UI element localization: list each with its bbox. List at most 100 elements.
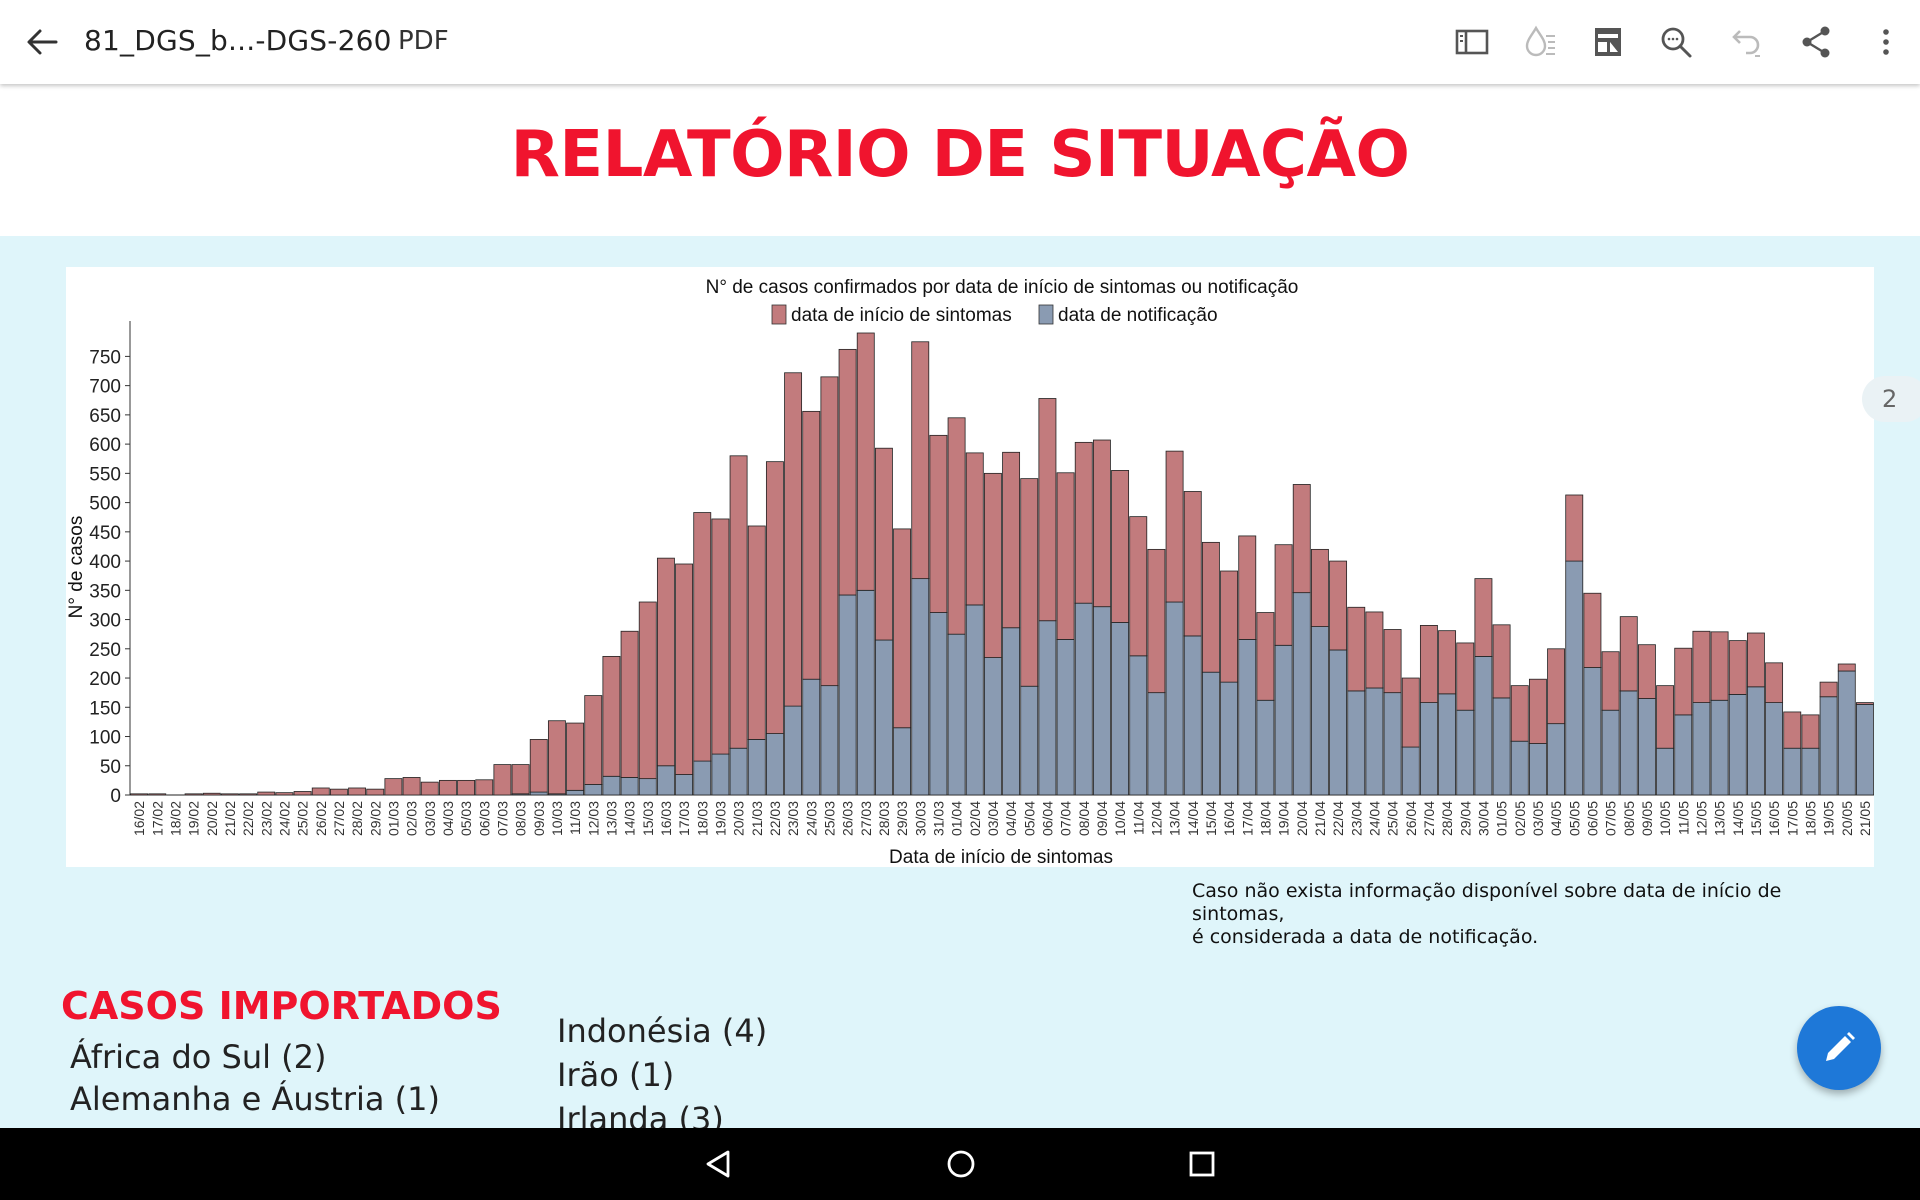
bar-notification bbox=[1855, 703, 1874, 796]
x-tick-label: 03/04 bbox=[985, 801, 1001, 836]
bar-symptoms bbox=[965, 452, 984, 606]
x-tick-label: 16/03 bbox=[658, 801, 674, 836]
x-tick-label: 20/05 bbox=[1839, 801, 1855, 836]
x-tick-label: 20/03 bbox=[731, 801, 747, 836]
bar-notification bbox=[675, 774, 694, 796]
x-tick-label: 25/04 bbox=[1385, 801, 1401, 836]
bar-notification bbox=[1601, 709, 1620, 796]
bar-symptoms bbox=[348, 787, 367, 796]
x-tick-label: 04/04 bbox=[1003, 801, 1019, 836]
bar-symptoms bbox=[1401, 677, 1420, 748]
bar-symptoms bbox=[1619, 616, 1638, 692]
imported-country-item: Irão (1) bbox=[557, 1056, 675, 1094]
bar-notification bbox=[729, 747, 748, 796]
bar-notification bbox=[1183, 635, 1202, 796]
bar-notification bbox=[693, 760, 712, 796]
edit-fab-button[interactable] bbox=[1797, 1006, 1881, 1090]
back-arrow-icon[interactable] bbox=[20, 20, 64, 64]
bar-symptoms bbox=[1674, 647, 1693, 716]
bar-symptoms bbox=[1547, 648, 1566, 725]
bar-symptoms bbox=[856, 332, 875, 591]
bar-notification bbox=[1074, 602, 1093, 796]
page-number-indicator[interactable]: 2 bbox=[1862, 376, 1920, 422]
bar-notification bbox=[1201, 671, 1220, 796]
x-tick-label: 02/03 bbox=[404, 801, 420, 836]
bar-notification bbox=[1510, 740, 1529, 796]
bar-symptoms bbox=[1510, 685, 1529, 742]
ink-saver-icon[interactable] bbox=[1518, 20, 1562, 64]
x-tick-label: 13/05 bbox=[1712, 801, 1728, 836]
x-tick-label: 09/04 bbox=[1094, 801, 1110, 836]
x-tick-label: 05/03 bbox=[458, 801, 474, 836]
x-tick-label: 09/05 bbox=[1639, 801, 1655, 836]
search-icon[interactable] bbox=[1654, 20, 1698, 64]
bar-symptoms bbox=[1692, 630, 1711, 704]
nav-back-icon[interactable] bbox=[696, 1142, 740, 1186]
x-tick-label: 25/03 bbox=[821, 801, 837, 836]
bar-notification bbox=[874, 639, 893, 796]
bar-notification bbox=[1165, 601, 1184, 796]
x-tick-label: 06/03 bbox=[476, 801, 492, 836]
bar-symptoms bbox=[1220, 570, 1239, 683]
share-icon[interactable] bbox=[1794, 20, 1838, 64]
x-tick-label: 11/05 bbox=[1675, 801, 1691, 835]
reading-view-icon[interactable] bbox=[1450, 20, 1494, 64]
bar-symptoms bbox=[184, 793, 203, 796]
x-tick-label: 19/04 bbox=[1276, 801, 1292, 836]
bar-symptoms bbox=[911, 341, 930, 580]
page-layout-icon[interactable] bbox=[1586, 20, 1630, 64]
imported-country-item: Alemanha e Áustria (1) bbox=[70, 1080, 440, 1118]
x-tick-label: 13/04 bbox=[1167, 801, 1183, 836]
x-tick-label: 28/03 bbox=[876, 801, 892, 836]
x-tick-label: 25/02 bbox=[295, 801, 311, 836]
bar-symptoms bbox=[1528, 678, 1547, 744]
bar-notification bbox=[1765, 702, 1784, 796]
nav-home-icon[interactable] bbox=[939, 1142, 983, 1186]
x-tick-label: 24/03 bbox=[803, 801, 819, 836]
bar-symptoms bbox=[1056, 472, 1075, 640]
bar-symptoms bbox=[874, 447, 893, 641]
x-tick-label: 07/05 bbox=[1603, 801, 1619, 836]
bar-symptoms bbox=[329, 788, 348, 796]
x-tick-label: 30/03 bbox=[912, 801, 928, 836]
x-tick-label: 18/03 bbox=[694, 801, 710, 836]
x-tick-label: 28/04 bbox=[1439, 801, 1455, 836]
bar-symptoms bbox=[438, 779, 457, 796]
bar-notification bbox=[1092, 606, 1111, 796]
legend-swatch-symptoms bbox=[771, 304, 787, 325]
bar-symptoms bbox=[1565, 494, 1584, 562]
page-header: RELATÓRIO DE SITUAÇÃO bbox=[0, 84, 1920, 236]
document-type-label: PDF bbox=[398, 26, 449, 56]
bar-symptoms bbox=[602, 655, 621, 777]
bar-symptoms bbox=[1383, 629, 1402, 694]
bar-symptoms bbox=[820, 376, 839, 687]
x-tick-label: 04/05 bbox=[1548, 801, 1564, 836]
x-tick-label: 18/02 bbox=[167, 801, 183, 836]
bar-symptoms bbox=[983, 472, 1002, 658]
bar-notification bbox=[656, 765, 675, 796]
x-tick-label: 24/04 bbox=[1366, 801, 1382, 836]
y-tick-label: 250 bbox=[89, 640, 121, 661]
undo-icon[interactable] bbox=[1722, 20, 1766, 64]
y-tick-label: 100 bbox=[89, 728, 121, 749]
x-tick-label: 12/04 bbox=[1148, 801, 1164, 836]
bar-notification bbox=[784, 705, 803, 796]
bar-symptoms bbox=[638, 601, 657, 780]
bar-notification bbox=[856, 589, 875, 796]
bar-symptoms bbox=[893, 528, 912, 729]
x-tick-label: 17/03 bbox=[676, 801, 692, 836]
x-tick-label: 17/05 bbox=[1784, 801, 1800, 836]
bar-symptoms bbox=[1765, 662, 1784, 704]
page-heading: RELATÓRIO DE SITUAÇÃO bbox=[510, 118, 1410, 192]
bar-symptoms bbox=[239, 793, 258, 796]
bar-notification bbox=[1347, 690, 1366, 796]
x-tick-label: 15/03 bbox=[640, 801, 656, 836]
x-tick-label: 29/02 bbox=[367, 801, 383, 836]
bar-symptoms bbox=[729, 455, 748, 749]
more-vert-icon[interactable] bbox=[1864, 20, 1908, 64]
nav-recents-icon[interactable] bbox=[1180, 1142, 1224, 1186]
x-tick-label: 01/03 bbox=[385, 801, 401, 836]
x-tick-label: 02/05 bbox=[1512, 801, 1528, 836]
cases-chart: N° de casos confirmados por data de iníc… bbox=[66, 267, 1874, 867]
bar-notification bbox=[1637, 698, 1656, 796]
